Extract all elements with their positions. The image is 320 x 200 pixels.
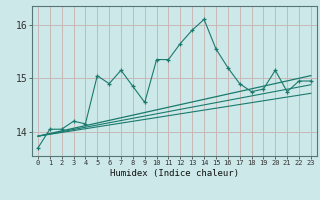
X-axis label: Humidex (Indice chaleur): Humidex (Indice chaleur) [110,169,239,178]
